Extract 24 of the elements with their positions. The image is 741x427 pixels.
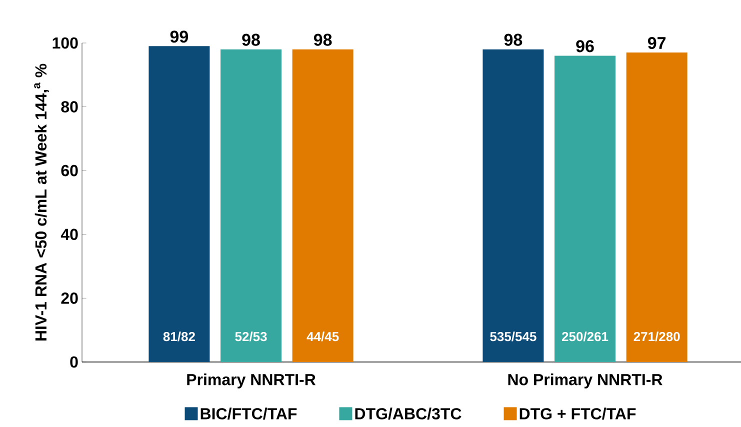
y-axis-title: HIV-1 RNA <50 c/mL at Week 144,$^{a}$ % [34, 64, 49, 340]
y-tick-label: 60 [61, 164, 78, 176]
annotation: 250/261 [562, 332, 608, 342]
annotation: 44/45 [306, 332, 339, 342]
y-tick-label: 100 [52, 37, 78, 49]
y-tick-label: 80 [61, 101, 78, 112]
data-label: 99 [170, 30, 188, 43]
annotation: 271/280 [634, 332, 680, 342]
x-tick-label: No Primary NNRTI-R [508, 374, 662, 388]
data-label: 98 [242, 34, 260, 46]
data-label: 96 [576, 40, 594, 52]
data-label: 98 [314, 34, 332, 46]
legend-label: BIC/FTC/TAF [200, 408, 297, 420]
legend-label: DTG/ABC/3TC [355, 408, 462, 420]
annotation: 81/82 [163, 332, 195, 342]
y-tick-label: 40 [60, 228, 78, 240]
data-label: 97 [648, 36, 666, 50]
data-label: 98 [504, 34, 522, 46]
annotation: 52/53 [235, 332, 267, 342]
x-tick-label: Primary NNRTI-R [187, 374, 316, 388]
y-tick-label: 20 [61, 292, 78, 304]
annotation: 535/545 [490, 332, 536, 342]
legend-label: DTG + FTC/TAF [520, 408, 636, 420]
y-tick-label: 0 [70, 356, 78, 368]
